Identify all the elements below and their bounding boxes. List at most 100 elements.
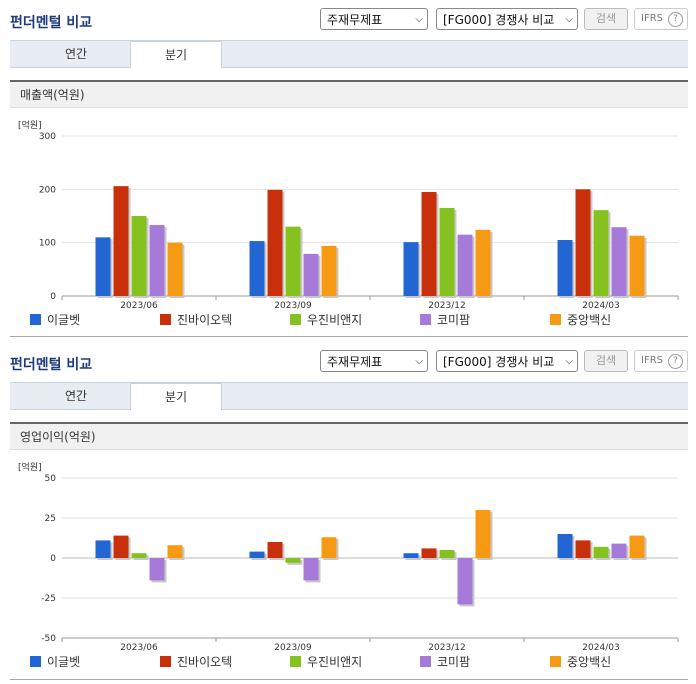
bar [557,534,573,558]
legend-label: 코미팜 [437,655,471,669]
x-tick-label: 2023/06 [120,301,158,311]
panel-title: 펀더멘털 비교 [10,357,93,373]
bar [575,540,591,558]
statement-select-value: 주재무제표 [327,13,383,27]
search-button[interactable]: 검색 [584,8,628,30]
x-tick-label: 2023/06 [120,643,158,653]
operating-profit-bar-chart: 50 25 0 -25 -50 2023/06 2023/09 2023/12 2024/03 [41,474,679,653]
ifrs-label: IFRS [641,355,663,366]
legend-swatch [420,656,431,667]
legend-swatch [160,314,171,325]
legend-item[interactable]: 우진비앤지 [290,312,362,328]
bar [149,558,165,581]
tab-annual[interactable]: 연간 [64,47,88,61]
bar [439,208,455,296]
fundamental-panel-operating-profit: 펀더멘털 비교 주재무제표 ⌵ [FG000] 경쟁사 비교 ⌵ 검색 IFRS… [0,342,696,684]
bar [439,550,455,558]
legend-swatch [550,656,561,667]
legend-swatch [30,656,41,667]
tab-annual[interactable]: 연간 [64,389,88,403]
bar [321,245,337,296]
bar [167,545,183,558]
legend-item[interactable]: 진바이오텍 [160,654,232,670]
divider [10,336,688,337]
tab-quarterly[interactable]: 분기 [130,383,222,411]
legend-label: 우진비앤지 [307,313,363,327]
section-title: 매출액(억원) [10,80,688,108]
legend-swatch [550,314,561,325]
bar [249,241,265,296]
legend-item[interactable]: 코미팜 [420,654,470,670]
legend-swatch [160,656,171,667]
fundamental-panel-sales: 펀더멘털 비교 주재무제표 ⌵ [FG000] 경쟁사 비교 ⌵ 검색 IFRS… [0,0,696,340]
x-tick-label: 2023/09 [274,301,312,311]
bar [611,543,627,558]
question-mark-icon: ? [668,12,683,27]
bar [303,558,319,581]
legend-label: 진바이오텍 [177,655,233,669]
bar [421,192,437,296]
y-tick-label: 0 [50,554,56,564]
y-tick-label: 0 [50,292,56,302]
comparison-select[interactable]: [FG000] 경쟁사 비교 ⌵ [436,350,578,372]
bar [629,235,645,296]
bar [557,240,573,296]
legend-item[interactable]: 이글벳 [30,654,80,670]
comparison-select[interactable]: [FG000] 경쟁사 비교 ⌵ [436,8,578,30]
legend-item[interactable]: 진바이오텍 [160,312,232,328]
legend-label: 이글벳 [47,313,81,327]
chart-unit-label: [억원] [18,463,42,473]
bar [113,186,129,296]
legend-item[interactable]: 중앙백신 [550,654,611,670]
bar [303,253,319,296]
chevron-down-icon: ⌵ [565,14,573,25]
x-tick-label: 2024/03 [582,301,619,311]
bar [267,189,283,296]
legend-swatch [30,314,41,325]
y-tick-label: -50 [41,634,56,644]
search-button[interactable]: 검색 [584,350,628,372]
comparison-select-value: [FG000] 경쟁사 비교 [443,13,555,27]
x-tick-label: 2024/03 [582,643,619,653]
x-tick-label: 2023/09 [274,643,312,653]
tab-quarterly[interactable]: 분기 [130,41,222,69]
statement-select[interactable]: 주재무제표 ⌵ [320,350,428,372]
bar [113,535,129,558]
bar [131,216,147,296]
bar [285,226,301,296]
legend-item[interactable]: 중앙백신 [550,312,611,328]
bar [421,548,437,558]
ifrs-label: IFRS [641,13,663,24]
x-tick-label: 2023/12 [428,301,465,311]
period-tabs: 연간 분기 [10,382,688,411]
bar [267,542,283,558]
bar [629,535,645,558]
ifrs-info-button[interactable]: IFRS ? [634,8,688,30]
ifrs-info-button[interactable]: IFRS ? [634,350,688,372]
legend-label: 중앙백신 [567,313,612,327]
legend-item[interactable]: 이글벳 [30,312,80,328]
legend-label: 중앙백신 [567,655,612,669]
bar [167,242,183,296]
legend-item[interactable]: 우진비앤지 [290,654,362,670]
y-tick-label: 300 [39,132,56,142]
panel-header: 펀더멘털 비교 주재무제표 ⌵ [FG000] 경쟁사 비교 ⌵ 검색 IFRS… [0,342,696,380]
legend-swatch [420,314,431,325]
chart-legend: 이글벳 진바이오텍 우진비앤지 코미팜 중앙백신 [30,654,680,670]
bar [593,210,609,296]
statement-select[interactable]: 주재무제표 ⌵ [320,8,428,30]
bar [149,225,165,296]
comparison-select-value: [FG000] 경쟁사 비교 [443,355,555,369]
chevron-down-icon: ⌵ [415,14,423,25]
bar [403,242,419,296]
question-mark-icon: ? [668,354,683,369]
legend-swatch [290,314,301,325]
legend-item[interactable]: 코미팜 [420,312,470,328]
sales-bar-chart: 300 200 100 0 2023/06 2023/09 2023/12 2024/03 [39,132,679,311]
bar [403,553,419,558]
bar [575,189,591,296]
bar [475,229,491,296]
statement-select-value: 주재무제표 [327,355,383,369]
panel-title: 펀더멘털 비교 [10,15,93,31]
legend-label: 우진비앤지 [307,655,363,669]
